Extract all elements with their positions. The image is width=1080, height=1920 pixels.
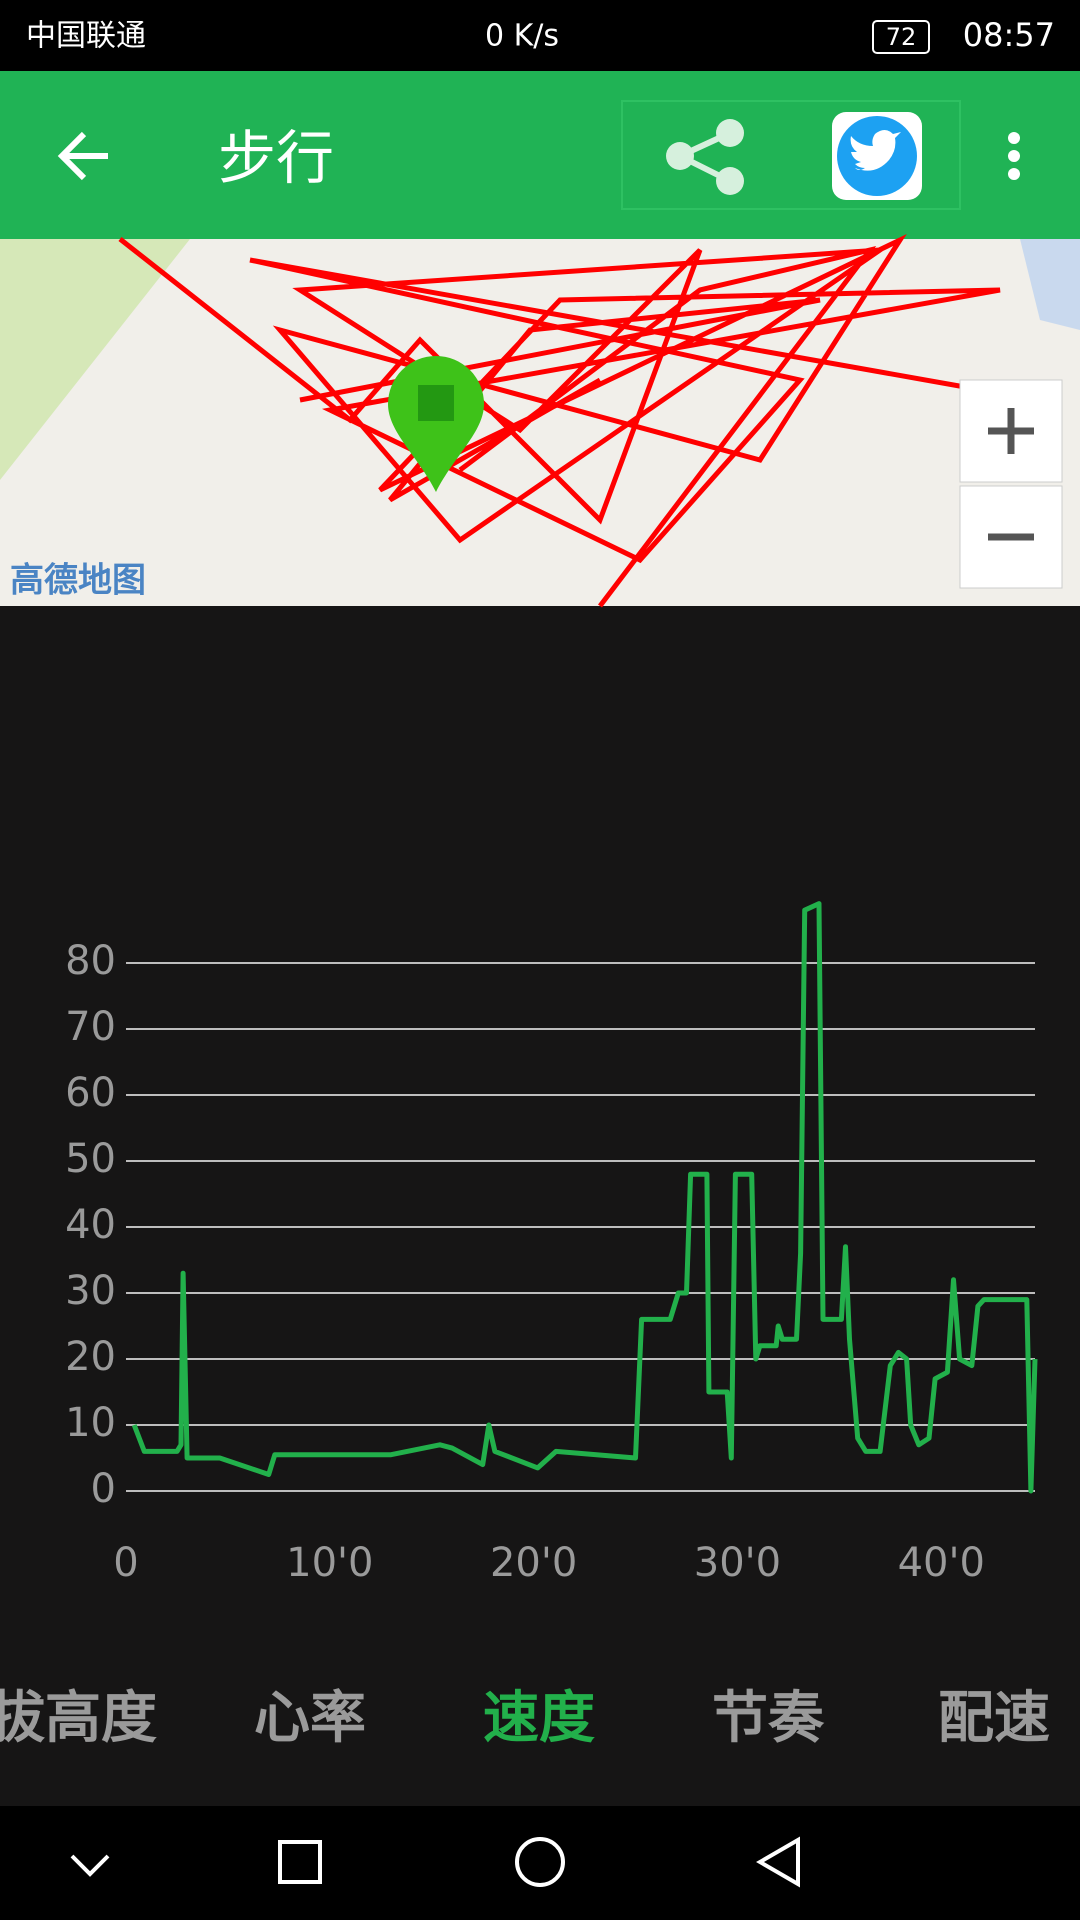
dot xyxy=(1008,132,1020,144)
twitter-bird xyxy=(850,130,901,171)
nav-back[interactable] xyxy=(756,1836,800,1888)
tab[interactable]: 配速 xyxy=(938,1686,1050,1751)
tab-bar: 拔高度 心率 速度 节奏 配速 xyxy=(0,1686,1050,1751)
carrier: 中国联通 xyxy=(26,19,146,54)
start-marker xyxy=(388,356,484,492)
map-attribution: 高德地图 xyxy=(10,561,146,601)
share-button[interactable] xyxy=(621,100,961,210)
nav-hide[interactable] xyxy=(70,1854,110,1877)
tab[interactable]: 节奏 xyxy=(712,1686,825,1751)
x-tick-label: 10'0 xyxy=(286,1540,373,1586)
park xyxy=(0,239,190,480)
nav-bar xyxy=(0,1806,1080,1920)
map-bg xyxy=(0,239,1080,606)
battery-icon xyxy=(872,20,930,54)
y-tick-label: 0 xyxy=(91,1466,116,1512)
y-tick-label: 20 xyxy=(65,1334,116,1380)
back-button[interactable] xyxy=(57,131,108,181)
dot xyxy=(1008,168,1020,180)
nav-recents[interactable] xyxy=(278,1840,322,1884)
nav-home[interactable] xyxy=(515,1837,565,1887)
marker-core xyxy=(418,385,454,421)
y-tick-label: 70 xyxy=(65,1004,116,1050)
y-tick-label: 30 xyxy=(65,1268,116,1314)
net-speed: 0 K/s xyxy=(485,19,559,54)
y-tick-label: 40 xyxy=(65,1202,116,1248)
status-bar xyxy=(0,0,1080,71)
speed-chart: 0 10 20 30 40 50 60 70 80 0 10'0 20'0 30'0 40'0 xyxy=(65,901,1038,1586)
app-title: 步行 xyxy=(218,124,334,192)
x-tick-label: 20'0 xyxy=(490,1540,577,1586)
x-tick-label: 40'0 xyxy=(898,1540,985,1586)
action-box xyxy=(621,100,961,210)
clock: 08:57 xyxy=(963,16,1055,54)
x-tick-label: 30'0 xyxy=(694,1540,781,1586)
share-link xyxy=(673,130,732,184)
dot xyxy=(1008,150,1020,162)
plus-icon xyxy=(988,408,1034,454)
track xyxy=(118,233,1011,608)
tab[interactable]: 速度 xyxy=(483,1686,595,1751)
more-button[interactable] xyxy=(1008,132,1020,180)
y-tick-label: 60 xyxy=(65,1070,116,1116)
y-tick-label: 80 xyxy=(65,938,116,984)
tab[interactable]: 心率 xyxy=(254,1686,366,1751)
water xyxy=(1020,239,1080,330)
x-tick-label: 0 xyxy=(113,1540,138,1586)
y-tick-label: 50 xyxy=(65,1136,116,1182)
speed-line xyxy=(131,901,1038,1494)
tab[interactable]: 拔高度 xyxy=(0,1686,157,1751)
map: 高德地图 xyxy=(0,233,1080,608)
y-tick-label: 10 xyxy=(65,1400,116,1446)
battery-level: 72 xyxy=(886,23,917,51)
